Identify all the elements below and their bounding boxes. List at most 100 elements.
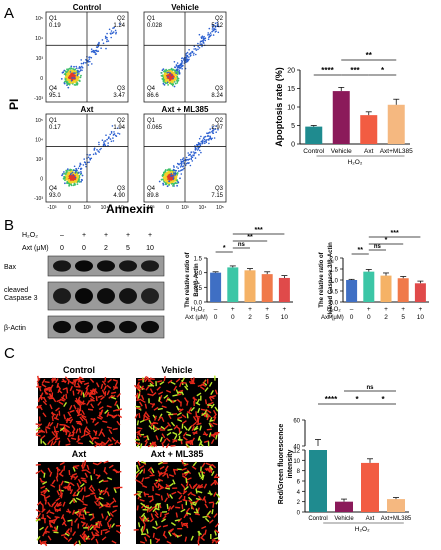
cell-mark [94, 441, 99, 446]
cell-mark [75, 420, 81, 423]
cell-mark [214, 375, 216, 381]
cell-mark [173, 469, 177, 475]
flow-dot [190, 151, 192, 153]
cell-mark [59, 489, 62, 495]
flow-dot [83, 161, 86, 163]
flow-dot [173, 78, 176, 81]
cell-mark [49, 404, 53, 410]
flow-dot [63, 69, 66, 72]
flow-dot [178, 163, 180, 166]
flow-dot [167, 172, 170, 175]
flow-x-tick: 10⁴ [101, 205, 109, 211]
cell-mark [107, 437, 112, 442]
cell-mark [80, 400, 85, 406]
y-axis-label: Red/Green fluorescence intensity [278, 424, 294, 505]
flow-dot [167, 80, 169, 82]
cell-mark [161, 511, 168, 513]
flow-dot [179, 177, 181, 180]
cell-mark [195, 497, 201, 501]
cell-mark [35, 433, 41, 437]
flow-dot [110, 132, 113, 134]
flow-y-tick: 10⁵ [35, 118, 43, 124]
cell-mark [64, 424, 71, 429]
cell-mark [138, 432, 142, 438]
y-tick-label: 2.0 [330, 257, 339, 263]
flow-dot [211, 126, 214, 128]
cell-mark [51, 479, 56, 485]
cell-mark [145, 412, 150, 418]
cell-mark [108, 464, 114, 469]
flow-dot [209, 135, 211, 138]
h2o2-value: + [82, 232, 86, 239]
cell-mark [69, 409, 75, 413]
cell-mark [44, 499, 47, 505]
cell-mark [65, 393, 68, 399]
flow-dot [197, 42, 199, 45]
cell-mark [154, 507, 160, 511]
cell-mark [162, 515, 167, 520]
cell-mark [103, 480, 109, 483]
flow-dot [96, 148, 98, 151]
cell-mark [190, 493, 196, 497]
cell-mark [156, 386, 161, 391]
cell-mark [82, 463, 86, 469]
h2o2-value: + [384, 306, 388, 313]
cell-mark [155, 479, 160, 485]
cell-mark [192, 431, 198, 434]
quadrant-q4-label: Q4 86.6 [147, 86, 159, 99]
cell-mark [155, 538, 161, 544]
flow-dot [100, 147, 102, 150]
cell-mark [42, 400, 48, 406]
cell-mark [139, 498, 145, 502]
flow-dot [65, 175, 67, 177]
y-axis-label: Apoptosis rate (%) [274, 67, 284, 147]
cell-mark [211, 463, 217, 469]
flow-dot [66, 83, 69, 86]
cell-mark [186, 481, 189, 487]
flow-dot [118, 133, 121, 135]
flow-dot [166, 179, 169, 182]
cell-mark [81, 415, 86, 421]
flow-dot [164, 82, 167, 85]
cell-mark [44, 530, 50, 533]
cell-mark [152, 442, 156, 448]
cell-mark [184, 470, 190, 474]
cell-mark [60, 514, 65, 520]
cell-mark [35, 508, 41, 513]
cell-mark [176, 412, 182, 416]
cell-mark [50, 484, 56, 488]
cell-mark [169, 494, 174, 499]
flow-dot [211, 137, 213, 140]
flow-dot [194, 151, 196, 154]
cell-mark [62, 378, 67, 384]
cell-mark [77, 511, 83, 516]
cell-mark [95, 538, 99, 544]
cell-mark [81, 530, 86, 536]
flow-dot [201, 143, 203, 145]
cell-mark [116, 440, 122, 445]
cell-mark [162, 438, 167, 444]
cell-mark [201, 383, 207, 387]
cell-mark [55, 413, 59, 419]
cell-mark [171, 491, 177, 495]
cell-mark [100, 383, 104, 389]
flow-dot [168, 71, 170, 74]
cell-mark [94, 501, 99, 506]
cell-mark [55, 407, 60, 412]
cell-mark [108, 394, 113, 399]
cell-mark [164, 424, 169, 430]
flow-x-tick: 10³ [83, 205, 91, 211]
flow-dot [74, 176, 77, 179]
cell-mark [67, 485, 71, 491]
cell-mark [50, 436, 56, 442]
cell-mark [196, 422, 202, 426]
cell-mark [98, 501, 100, 507]
flow-dot [85, 62, 87, 64]
cell-mark [149, 382, 155, 387]
cell-mark [60, 493, 63, 499]
blot-band [119, 260, 137, 272]
cell-mark [213, 416, 217, 422]
cell-mark [109, 414, 115, 418]
cell-mark [177, 490, 182, 495]
cell-mark [69, 385, 73, 392]
